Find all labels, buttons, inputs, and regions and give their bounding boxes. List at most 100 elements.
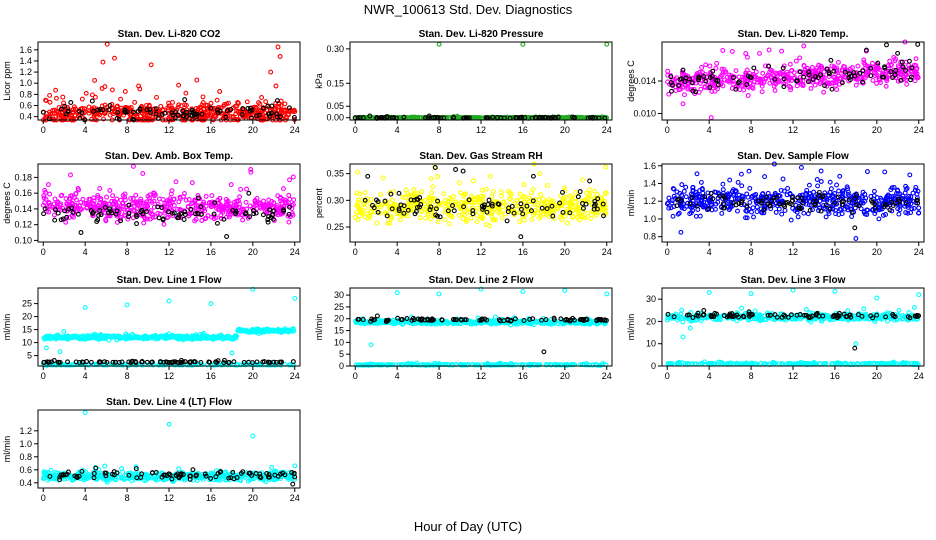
data-point [243, 199, 249, 205]
panel-title: Stan. Dev. Line 1 Flow [117, 275, 222, 286]
x-tick-label: 16 [518, 247, 528, 257]
data-point [474, 219, 480, 225]
data-point [254, 113, 260, 119]
data-point [419, 189, 424, 195]
data-points [352, 161, 609, 240]
data-point [544, 183, 550, 188]
data-point [536, 197, 542, 203]
data-point [203, 193, 209, 199]
data-point [561, 185, 567, 191]
y-tick-label: 0.05 [326, 101, 344, 111]
x-tick-label: 0 [41, 125, 46, 135]
data-point [580, 205, 586, 211]
y-tick-label: 0.16 [14, 188, 32, 198]
data-point [466, 197, 472, 203]
data-point [464, 200, 470, 205]
data-point [568, 201, 573, 207]
data-point [532, 202, 538, 208]
data-point [133, 212, 139, 218]
data-point [401, 210, 407, 216]
data-point [915, 41, 921, 47]
data-point [229, 350, 235, 356]
data-point [40, 109, 46, 115]
data-point [41, 211, 47, 217]
data-point [265, 103, 271, 109]
data-point [747, 199, 753, 205]
data-point [492, 314, 498, 320]
data-point [101, 200, 107, 206]
data-point [463, 217, 469, 223]
data-point [453, 167, 459, 172]
data-point [286, 200, 291, 206]
data-point [828, 57, 834, 63]
data-point [149, 199, 155, 205]
data-point [719, 66, 725, 72]
data-point [870, 77, 876, 83]
data-point [217, 108, 223, 114]
data-point [576, 217, 582, 223]
data-point [83, 200, 89, 206]
data-point [183, 197, 189, 203]
data-point [602, 191, 608, 197]
data-point [849, 65, 855, 71]
x-tick-label: 4 [395, 247, 400, 257]
data-point [861, 57, 867, 63]
data-point [232, 103, 238, 109]
data-point [243, 210, 249, 216]
data-point [166, 198, 172, 204]
data-point [181, 217, 187, 222]
data-point [427, 216, 433, 222]
data-point [714, 60, 720, 66]
data-point [782, 208, 788, 213]
data-point [835, 59, 841, 65]
y-tick-label: 0.10 [14, 235, 32, 245]
data-point [248, 167, 254, 172]
data-point [251, 211, 257, 217]
data-point [285, 111, 291, 117]
data-point [463, 191, 469, 197]
data-point [795, 214, 801, 220]
data-points [664, 161, 922, 241]
data-point [719, 210, 725, 216]
data-point [560, 189, 565, 195]
x-tick-label: 24 [914, 247, 924, 257]
data-point [806, 69, 812, 75]
data-point [669, 82, 675, 88]
data-point [442, 217, 448, 223]
data-point [701, 73, 707, 79]
data-point [72, 195, 78, 201]
y-axis-label: degrees C [2, 182, 12, 224]
data-point [240, 106, 246, 112]
data-point [162, 110, 168, 116]
data-point [737, 81, 742, 87]
data-point [160, 217, 166, 223]
data-point [433, 212, 439, 218]
plot-frame [37, 287, 301, 367]
data-point [169, 210, 175, 216]
data-point [874, 80, 880, 86]
data-point [250, 205, 256, 211]
data-point [47, 191, 53, 197]
data-point [89, 98, 95, 104]
data-point [456, 212, 462, 218]
data-point [520, 41, 526, 47]
data-point [263, 203, 269, 208]
data-point [96, 212, 102, 218]
data-point [863, 47, 869, 53]
data-point [733, 68, 739, 74]
data-point [166, 298, 172, 304]
data-point [412, 211, 418, 217]
data-point [797, 55, 803, 61]
data-point [880, 74, 885, 80]
y-tick-label: 1.2 [643, 196, 656, 206]
data-point [362, 197, 368, 203]
data-point [910, 190, 916, 196]
x-tick-label: 4 [707, 125, 712, 135]
data-point [238, 186, 244, 192]
data-point [697, 69, 703, 75]
data-point [97, 186, 103, 191]
data-point [759, 89, 765, 95]
data-point [788, 217, 794, 223]
data-point [252, 197, 258, 203]
